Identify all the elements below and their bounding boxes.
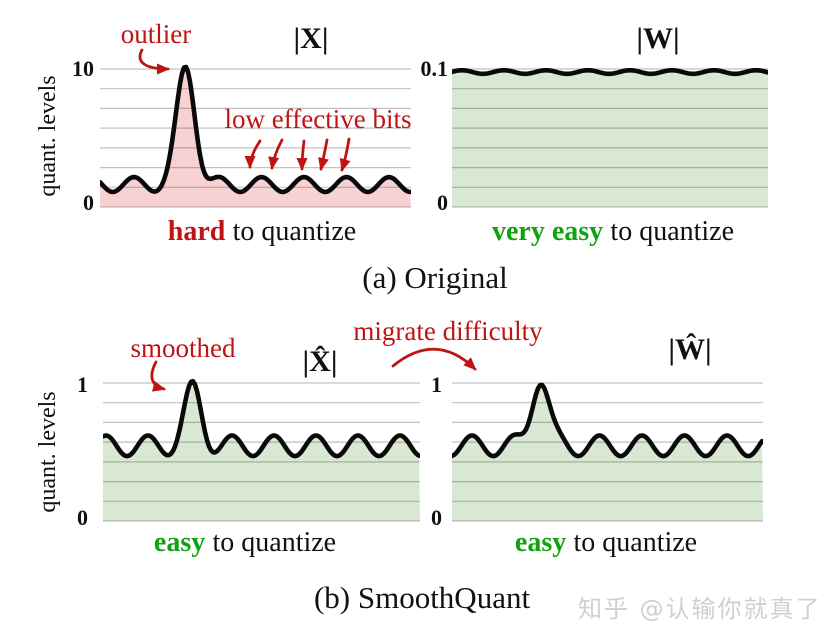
row-a-caption: (a) Original [362,260,508,295]
w-hat-plot-caption: easy to quantize [515,528,697,558]
migrate-arrow-icon [391,347,477,371]
signal-curve [452,67,768,77]
x-plot-caption: hard to quantize [168,217,356,247]
x-hat-plot-ymax-tick: 1 [77,372,88,397]
w-magnitude-plot [452,67,768,208]
area-fill [452,70,768,208]
w-hat-plot-title: |Ŵ| [668,333,712,366]
x-hat-plot-title: |X̂| [302,345,338,378]
x-plot-ymax-tick: 10 [72,56,94,81]
w-plot-title: |W| [636,22,680,55]
signal-curve [452,382,763,459]
caption-emphasis: easy [514,527,567,558]
w-plot-ymax-tick: 0.1 [420,56,449,81]
w-hat-plot-ymax-tick: 1 [431,372,442,397]
zhihu-watermark: 知乎 @认输你就真了 [578,595,822,623]
low-effective-bits-annotation: low effective bits [224,104,412,134]
x-hat-plot-caption: easy to quantize [154,528,336,558]
migrate-difficulty-annotation: migrate difficulty [353,316,543,346]
caption-rest: to quantize [212,527,337,558]
smoothed-annotation: smoothed [130,333,236,363]
w-hat-plot-ymin-tick: 0 [431,505,442,530]
x-plot-title: |X| [293,22,329,55]
caption-rest: to quantize [232,216,357,247]
x-hat-magnitude-plot [103,378,420,522]
outlier-annotation: outlier [120,19,192,49]
row-b-caption: (b) SmoothQuant [313,580,531,615]
w-plot-ymin-tick: 0 [437,190,448,215]
x-plot-ymin-tick: 0 [83,190,94,215]
w-hat-magnitude-plot [452,382,763,522]
caption-emphasis: hard [167,216,226,247]
caption-rest: to quantize [610,216,735,247]
caption-rest: to quantize [573,527,698,558]
signal-curve [100,64,411,195]
w-plot-caption: very easy to quantize [492,217,734,247]
signal-curve [103,378,420,459]
caption-emphasis: easy [153,527,206,558]
x-hat-plot-ymin-tick: 0 [77,505,88,530]
caption-emphasis: very easy [491,216,604,247]
